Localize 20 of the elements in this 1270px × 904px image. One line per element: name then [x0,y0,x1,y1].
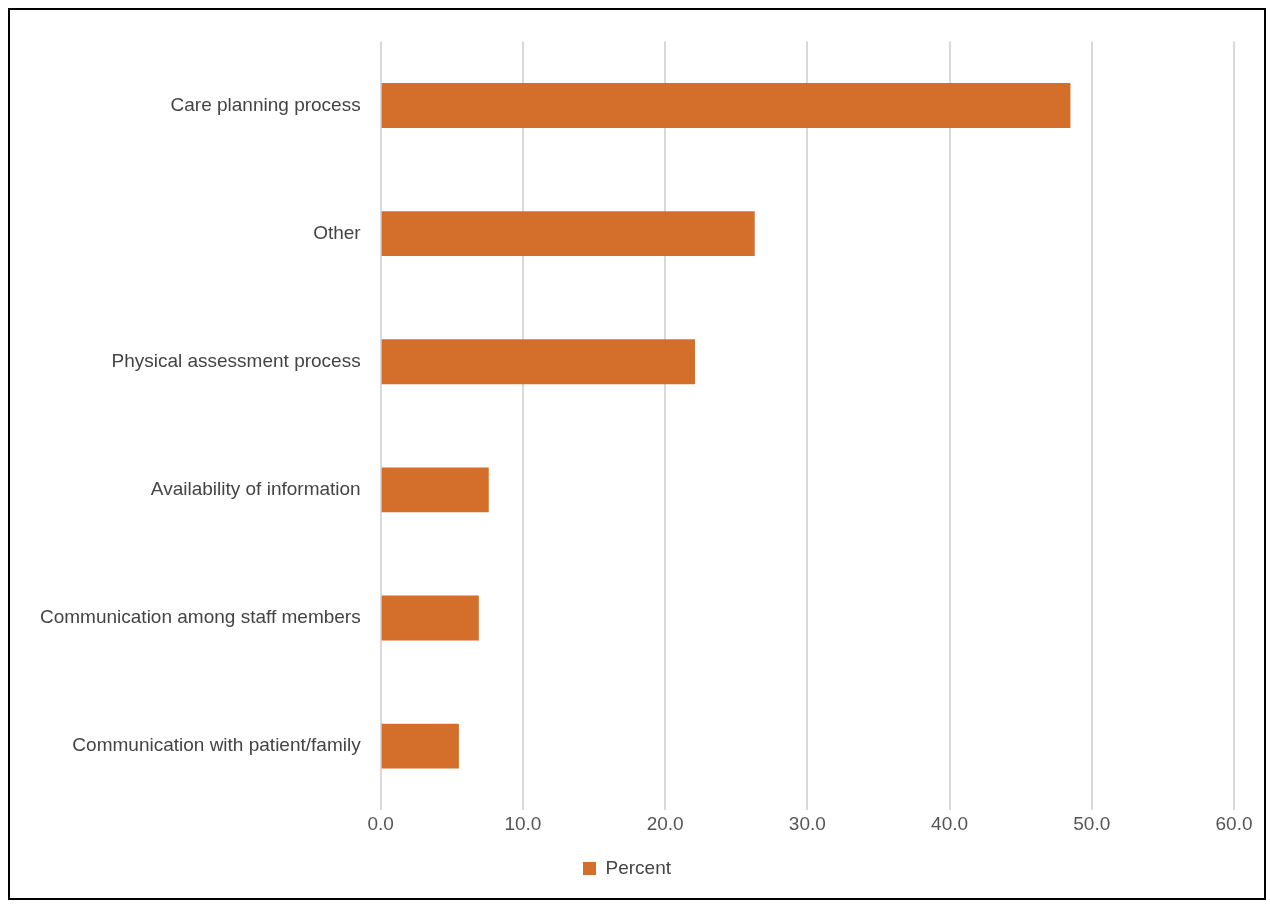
x-tick-label: 10.0 [504,812,542,834]
y-tick-label: Communication among staff members [40,606,361,628]
x-tick-label: 30.0 [788,812,826,834]
y-tick-label: Availability of information [150,478,361,500]
y-tick-label: Physical assessment process [111,349,361,371]
bar [381,83,1071,128]
y-tick-label: Other [313,221,362,243]
x-tick-label: 60.0 [1215,812,1253,834]
y-tick-label: Care planning process [170,93,361,115]
x-tick-label: 0.0 [367,812,394,834]
bar [381,595,479,641]
x-tick-label: 50.0 [1073,812,1111,834]
bar [381,339,695,385]
bar [381,467,489,513]
x-tick-label: 40.0 [931,812,969,834]
y-tick-label: Communication with patient/family [72,734,362,756]
bar [381,723,459,769]
bar [381,211,755,257]
legend-label: Percent [605,856,672,878]
x-tick-label: 20.0 [646,812,684,834]
